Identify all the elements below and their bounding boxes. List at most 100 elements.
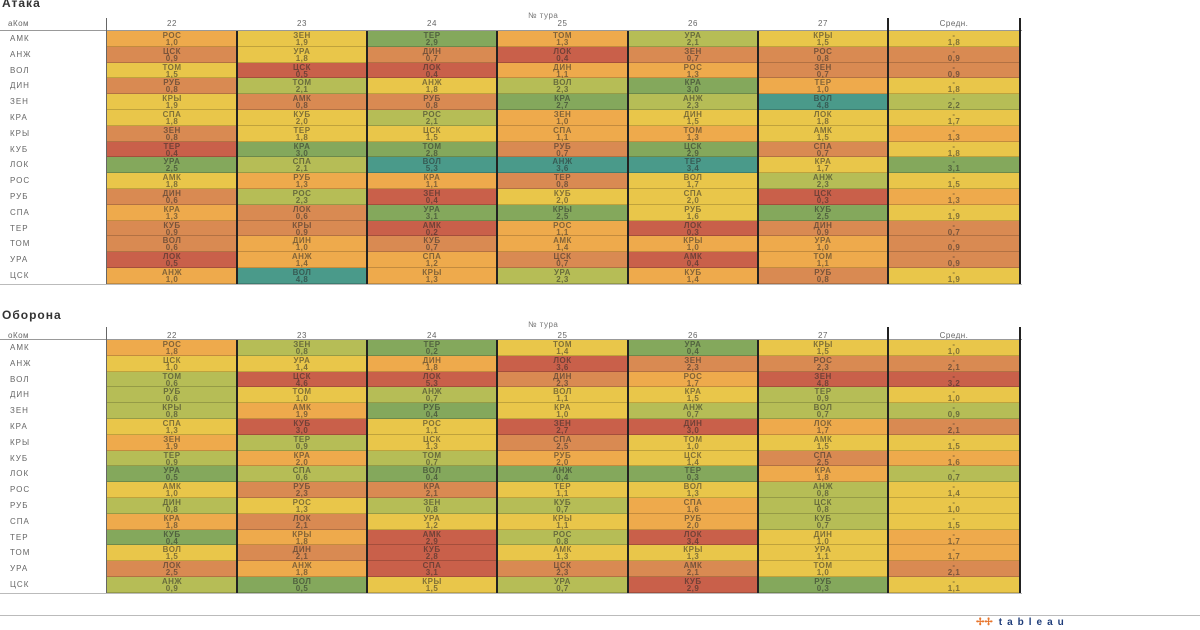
mean-cell[interactable]: -1,9 (888, 268, 1020, 284)
heatmap-cell[interactable]: ЗЕН 1,9 (107, 434, 237, 451)
heatmap-cell[interactable]: ЗЕН 0,7 (758, 62, 888, 79)
mean-cell[interactable]: -1,7 (888, 110, 1020, 126)
heatmap-cell[interactable]: РОС 2,3 (758, 355, 888, 372)
heatmap-cell[interactable]: КРА 3,0 (237, 141, 367, 158)
heatmap-cell[interactable]: ВОЛ 0,6 (107, 236, 237, 253)
heatmap-cell[interactable]: ТЕР 0,8 (497, 173, 628, 189)
heatmap-cell[interactable]: КРЫ 0,9 (237, 220, 367, 237)
heatmap-cell[interactable]: КРЫ 1,5 (758, 31, 888, 47)
heatmap-cell[interactable]: ТОМ 1,3 (497, 31, 628, 47)
heatmap-cell[interactable]: РОС 1,7 (628, 371, 758, 388)
heatmap-cell[interactable]: УРА 0,4 (628, 340, 758, 356)
heatmap-cell[interactable]: КУБ 2,9 (628, 577, 758, 593)
mean-cell[interactable]: -1,3 (888, 189, 1020, 205)
heatmap-cell[interactable]: ДИН 0,6 (107, 189, 237, 205)
heatmap-cell[interactable]: ТЕР 0,9 (758, 387, 888, 404)
heatmap-cell[interactable]: ЦСК 0,9 (107, 46, 237, 63)
heatmap-cell[interactable]: СПА 1,2 (367, 252, 497, 268)
heatmap-cell[interactable]: ТОМ 1,0 (758, 561, 888, 577)
heatmap-cell[interactable]: ДИН 1,5 (628, 110, 758, 126)
heatmap-cell[interactable]: ВОЛ 5,3 (367, 157, 497, 174)
heatmap-cell[interactable]: ТЕР 1,0 (758, 78, 888, 95)
heatmap-cell[interactable]: ТЕР 1,8 (237, 125, 367, 142)
heatmap-cell[interactable]: РУБ 2,3 (237, 482, 367, 498)
heatmap-cell[interactable]: ЦСК 0,7 (497, 252, 628, 268)
heatmap-cell[interactable]: ЛОК 0,4 (367, 62, 497, 79)
heatmap-cell[interactable]: ДИН 1,0 (237, 236, 367, 253)
mean-cell[interactable]: -1,4 (888, 482, 1020, 498)
heatmap-cell[interactable]: ЦСК 0,5 (237, 62, 367, 79)
heatmap-cell[interactable]: РОС 1,3 (628, 62, 758, 79)
heatmap-cell[interactable]: КУБ 0,7 (497, 498, 628, 514)
mean-cell[interactable]: -1,5 (888, 434, 1020, 451)
heatmap-cell[interactable]: УРА 1,4 (237, 355, 367, 372)
heatmap-cell[interactable]: АНЖ 1,0 (107, 268, 237, 284)
heatmap-cell[interactable]: ЗЕН 0,4 (367, 189, 497, 205)
heatmap-cell[interactable]: АНЖ 0,4 (497, 466, 628, 483)
mean-cell[interactable]: -3,1 (888, 157, 1020, 174)
mean-cell[interactable]: -3,2 (888, 371, 1020, 388)
heatmap-cell[interactable]: КРА 1,5 (628, 387, 758, 404)
heatmap-cell[interactable]: ТЕР 1,1 (497, 482, 628, 498)
heatmap-cell[interactable]: АМК 2,9 (367, 529, 497, 546)
heatmap-cell[interactable]: СПА 2,5 (758, 450, 888, 467)
heatmap-cell[interactable]: АМК 1,3 (497, 545, 628, 562)
heatmap-cell[interactable]: ДИН 0,9 (758, 220, 888, 237)
heatmap-cell[interactable]: ТОМ 1,3 (628, 125, 758, 142)
heatmap-cell[interactable]: КРЫ 2,5 (497, 204, 628, 221)
heatmap-cell[interactable]: КУБ 2,0 (497, 189, 628, 205)
mean-cell[interactable]: -1,5 (888, 173, 1020, 189)
mean-cell[interactable]: -1,7 (888, 529, 1020, 546)
heatmap-cell[interactable]: ВОЛ 0,5 (237, 577, 367, 593)
mean-cell[interactable]: -1,8 (888, 141, 1020, 158)
mean-cell[interactable]: -1,5 (888, 513, 1020, 530)
heatmap-cell[interactable]: РУБ 0,8 (367, 94, 497, 110)
heatmap-cell[interactable]: КРЫ 1,5 (367, 577, 497, 593)
heatmap-cell[interactable]: КРА 1,7 (758, 157, 888, 174)
heatmap-cell[interactable]: АМК 2,1 (628, 561, 758, 577)
heatmap-cell[interactable]: СПА 1,1 (497, 125, 628, 142)
heatmap-cell[interactable]: АМК 1,5 (758, 434, 888, 451)
heatmap-cell[interactable]: ТОМ 1,0 (628, 434, 758, 451)
heatmap-cell[interactable]: РУБ 0,7 (497, 141, 628, 158)
heatmap-cell[interactable]: ЛОК 1,8 (758, 110, 888, 126)
heatmap-cell[interactable]: РОС 1,1 (497, 220, 628, 237)
heatmap-cell[interactable]: АНЖ 0,7 (628, 403, 758, 419)
heatmap-cell[interactable]: ДИН 1,1 (497, 62, 628, 79)
heatmap-cell[interactable]: АНЖ 1,8 (237, 561, 367, 577)
heatmap-cell[interactable]: УРА 1,8 (237, 46, 367, 63)
heatmap-cell[interactable]: АМК 1,8 (107, 173, 237, 189)
heatmap-cell[interactable]: УРА 2,1 (628, 31, 758, 47)
heatmap-cell[interactable]: ЛОК 0,5 (107, 252, 237, 268)
heatmap-cell[interactable]: ДИН 1,8 (367, 355, 497, 372)
mean-cell[interactable]: -2,1 (888, 561, 1020, 577)
heatmap-cell[interactable]: ЛОК 5,3 (367, 371, 497, 388)
mean-cell[interactable]: -0,9 (888, 46, 1020, 63)
mean-cell[interactable]: -1,7 (888, 545, 1020, 562)
heatmap-cell[interactable]: КРЫ 1,0 (628, 236, 758, 253)
heatmap-cell[interactable]: РУБ 1,6 (628, 204, 758, 221)
heatmap-cell[interactable]: РОС 0,8 (758, 46, 888, 63)
heatmap-cell[interactable]: ЛОК 2,5 (107, 561, 237, 577)
heatmap-cell[interactable]: АНЖ 2,3 (628, 94, 758, 110)
heatmap-cell[interactable]: КУБ 0,9 (107, 220, 237, 237)
heatmap-cell[interactable]: РУБ 0,4 (367, 403, 497, 419)
heatmap-cell[interactable]: АНЖ 3,6 (497, 157, 628, 174)
heatmap-cell[interactable]: ЦСК 1,3 (367, 434, 497, 451)
heatmap-cell[interactable]: ТОМ 0,6 (107, 371, 237, 388)
heatmap-cell[interactable]: АНЖ 1,4 (237, 252, 367, 268)
heatmap-cell[interactable]: ЛОК 0,4 (497, 46, 628, 63)
mean-cell[interactable]: -1,1 (888, 577, 1020, 593)
heatmap-cell[interactable]: ЗЕН 2,3 (628, 355, 758, 372)
heatmap-cell[interactable]: ЗЕН 2,7 (497, 419, 628, 435)
heatmap-cell[interactable]: ТОМ 1,1 (758, 252, 888, 268)
heatmap-cell[interactable]: СПА 3,1 (367, 561, 497, 577)
heatmap-cell[interactable]: АМК 0,4 (628, 252, 758, 268)
heatmap-cell[interactable]: РОС 1,3 (237, 498, 367, 514)
heatmap-cell[interactable]: КРЫ 1,3 (628, 545, 758, 562)
heatmap-cell[interactable]: КРЫ 1,5 (758, 340, 888, 356)
heatmap-cell[interactable]: ЦСК 4,6 (237, 371, 367, 388)
heatmap-cell[interactable]: КРА 2,0 (237, 450, 367, 467)
heatmap-cell[interactable]: КРЫ 1,3 (367, 268, 497, 284)
mean-cell[interactable]: -1,3 (888, 125, 1020, 142)
